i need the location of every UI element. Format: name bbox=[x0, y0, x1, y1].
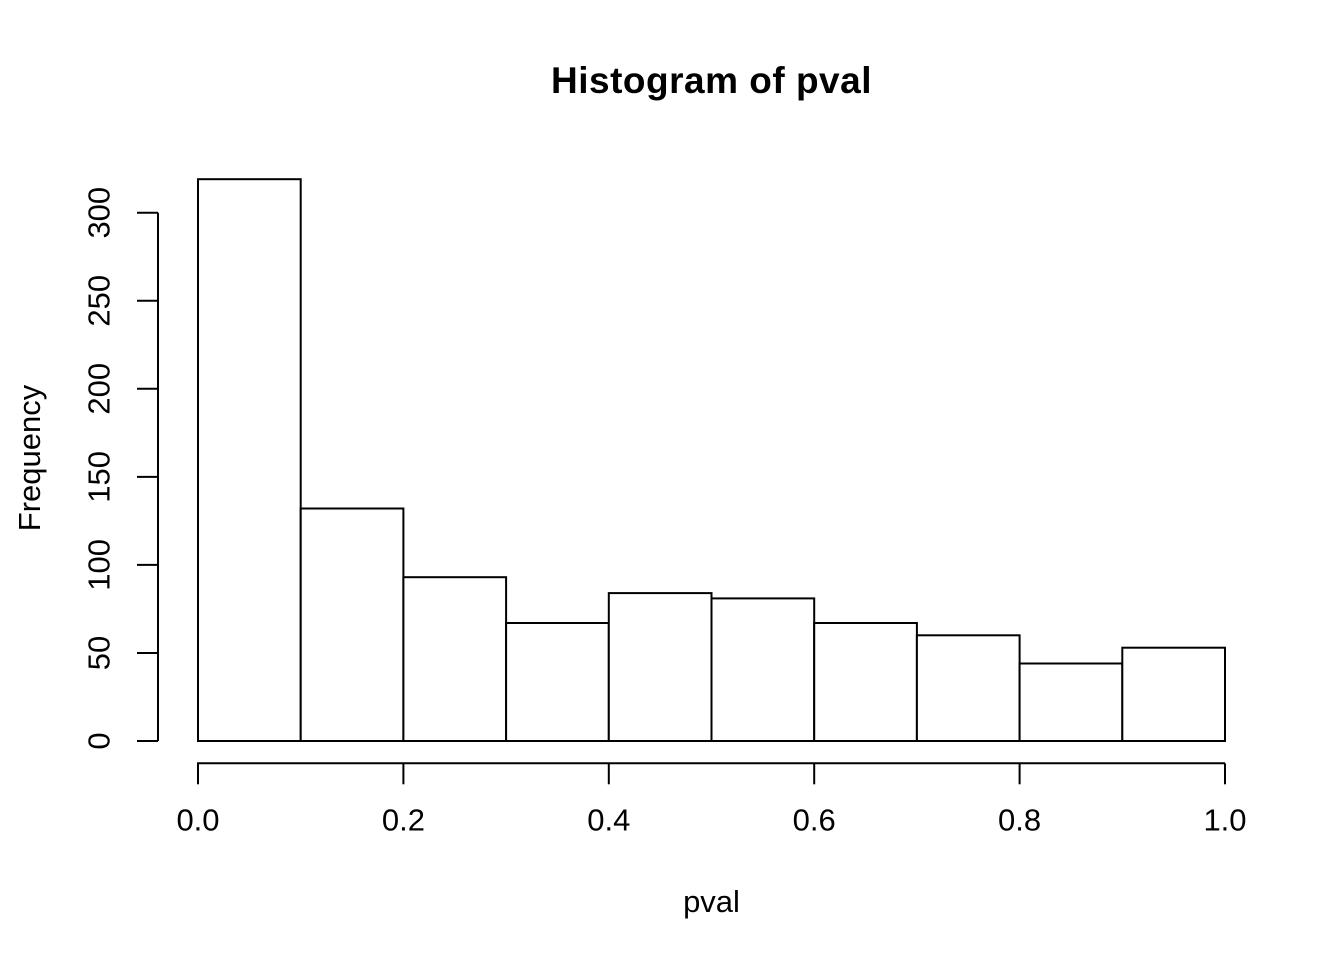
histogram-bar-0 bbox=[197, 178, 302, 742]
histogram-bar-2 bbox=[402, 576, 508, 743]
y-axis: 0 50 100 150 200 250 300 bbox=[82, 187, 159, 750]
x-tick-label-5: 1.0 bbox=[1203, 803, 1246, 838]
x-tick-label-2: 0.4 bbox=[587, 803, 630, 838]
histogram-bar-4 bbox=[607, 592, 713, 742]
histogram-bar-8 bbox=[1018, 662, 1124, 742]
x-tick-label-4: 0.8 bbox=[998, 803, 1041, 838]
y-tick-label-6: 300 bbox=[82, 187, 117, 239]
histogram-bar-5 bbox=[710, 597, 816, 743]
x-tick-label-1: 0.2 bbox=[382, 803, 425, 838]
bars-group bbox=[197, 178, 1227, 743]
x-tick-label-3: 0.6 bbox=[793, 803, 836, 838]
y-tick-label-3: 150 bbox=[82, 451, 117, 503]
x-axis-title: pval bbox=[683, 884, 740, 919]
y-axis-title: Frequency bbox=[12, 384, 47, 532]
chart-title: Histogram of pval bbox=[551, 60, 872, 101]
histogram-bar-7 bbox=[915, 634, 1021, 742]
x-axis: 0.0 0.2 0.4 0.6 0.8 1.0 bbox=[176, 762, 1247, 838]
y-tick-label-2: 100 bbox=[82, 539, 117, 591]
y-tick-label-1: 50 bbox=[82, 636, 117, 670]
histogram-bar-3 bbox=[505, 622, 610, 742]
histogram-bar-9 bbox=[1121, 646, 1227, 743]
y-tick-label-5: 250 bbox=[82, 275, 117, 327]
histogram-bar-1 bbox=[299, 507, 405, 742]
x-tick-label-0: 0.0 bbox=[176, 803, 219, 838]
y-tick-label-0: 0 bbox=[82, 732, 117, 749]
y-tick-label-4: 200 bbox=[82, 363, 117, 415]
histogram-bar-6 bbox=[813, 622, 918, 742]
